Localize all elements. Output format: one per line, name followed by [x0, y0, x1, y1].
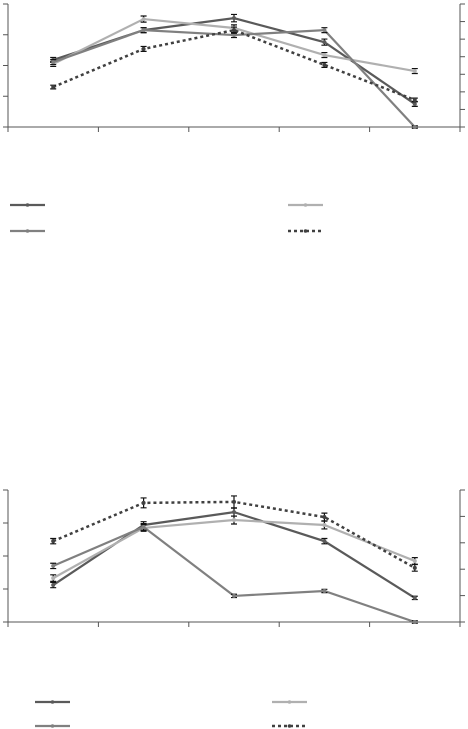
point	[322, 522, 327, 527]
point	[322, 53, 327, 58]
legend-marker	[287, 700, 292, 704]
point	[141, 500, 146, 505]
point	[51, 563, 56, 568]
point	[232, 593, 236, 598]
point	[322, 40, 327, 45]
point	[412, 558, 417, 563]
point	[322, 62, 327, 67]
point	[232, 33, 236, 38]
point	[51, 85, 56, 90]
point	[232, 28, 236, 33]
point	[232, 499, 236, 504]
legend-marker	[50, 724, 55, 728]
point	[51, 583, 56, 588]
series-line	[52, 525, 416, 624]
point	[412, 595, 417, 600]
point	[141, 17, 146, 22]
point	[322, 539, 327, 544]
legend-marker	[287, 724, 292, 728]
point	[322, 588, 327, 593]
point	[141, 524, 146, 529]
point	[412, 565, 417, 570]
point	[412, 101, 417, 106]
legend-marker	[303, 203, 308, 207]
legend-marker	[25, 203, 30, 207]
point	[412, 125, 417, 129]
point	[141, 28, 146, 33]
point	[232, 510, 236, 515]
point	[412, 620, 417, 624]
legend-marker	[303, 229, 308, 233]
point	[51, 576, 56, 581]
series-line	[52, 28, 416, 102]
series-line	[52, 518, 416, 580]
point	[412, 69, 417, 74]
point	[322, 28, 327, 33]
point	[232, 16, 236, 21]
legend-marker	[50, 700, 55, 704]
point	[51, 60, 56, 65]
legend-marker	[25, 229, 30, 233]
point	[322, 515, 327, 520]
point	[232, 518, 236, 523]
point	[412, 97, 417, 102]
series-line	[52, 510, 416, 599]
point	[141, 46, 146, 51]
point	[51, 539, 56, 544]
